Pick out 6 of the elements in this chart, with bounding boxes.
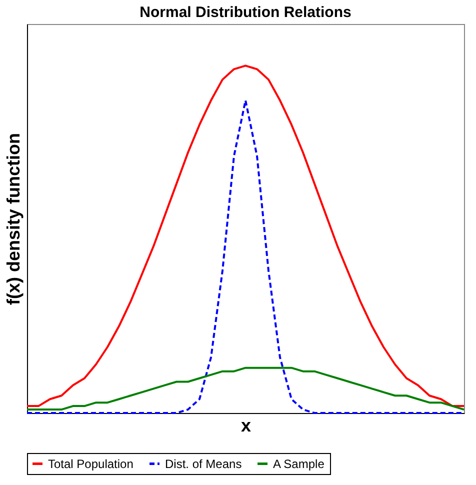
legend-label: Dist. of Means bbox=[165, 456, 242, 471]
legend-label: Total Population bbox=[48, 456, 134, 471]
x-axis-title: x bbox=[240, 416, 252, 436]
y-axis-title: f(x) density function bbox=[4, 133, 24, 305]
chart-title: Normal Distribution Relations bbox=[140, 4, 352, 21]
legend-label: A Sample bbox=[273, 456, 325, 471]
